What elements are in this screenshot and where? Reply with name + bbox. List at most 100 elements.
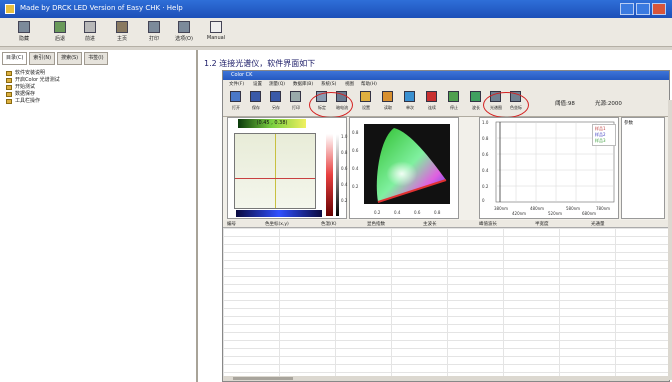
print-button[interactable]: 打印 [142,20,166,44]
spectrum-y-tick: 0.4 [482,168,489,173]
vertical-scrollbar[interactable] [668,100,672,380]
print-icon [148,21,160,33]
spectrum-y-tick: 1.0 [482,120,489,125]
print-button[interactable]: 打印 [287,91,305,113]
tree-item[interactable]: 数据保存 [6,91,60,98]
single-icon [404,91,415,102]
legend-item: 样品1 [595,126,606,131]
stop-icon [448,91,459,102]
manual-button[interactable]: Manual [204,20,228,44]
options-icon [178,21,190,33]
spectrum-y-tick: 0.2 [482,184,489,189]
minimize-button[interactable] [620,3,634,15]
bar-tick: 0.2 [341,198,348,203]
results-table [223,228,669,376]
cie-y-tick: 0.6 [352,148,359,153]
cie-y-tick: 0.2 [352,184,359,189]
spectrum-x-tick: 580nm [566,206,581,211]
disk-icon [250,91,261,102]
intensity-bar [326,134,333,216]
wavelength-button[interactable]: 波长 [467,91,485,113]
color-scale-bar: (0.45 , 0.38) [238,119,306,128]
inner-title: Color CK [231,72,253,78]
cie-x-tick: 0.2 [374,210,381,215]
tab-index[interactable]: 索引(N) [29,52,56,65]
column-header[interactable]: 半宽度 [535,222,549,227]
hide-button[interactable]: 隐藏 [12,20,36,44]
setup-icon [360,91,371,102]
spectrum-x-tick: 420nm [512,211,527,216]
cie-y-tick: 0.8 [352,130,359,135]
contents-tree: 软件安装说明 开启Color 光谱测试 开始测试 数据保存 工具栏操作 [6,70,60,105]
tree-item[interactable]: 软件安装说明 [6,70,60,77]
read-icon [382,91,393,102]
back-button[interactable]: 后退 [48,20,72,44]
bar-tick: 1.0 [341,134,348,139]
bar-tick: 0.8 [341,150,348,155]
close-button[interactable] [652,3,666,15]
column-header[interactable]: 主波长 [423,222,437,227]
spectrum-x-tick: 680nm [582,211,597,216]
continuous-button[interactable]: 连续 [423,91,441,113]
column-header[interactable]: 色温(K) [321,222,337,227]
maximize-button[interactable] [636,3,650,15]
menu-measure[interactable]: 测量(Q) [269,82,286,87]
white-point [382,154,426,190]
scroll-thumb[interactable] [233,377,293,380]
menu-system[interactable]: 系统(S) [321,82,337,87]
tree-item[interactable]: 开始测试 [6,84,60,91]
spectrum-y-tick: 0.6 [482,152,489,157]
stop-button[interactable]: 停止 [445,91,463,113]
single-button[interactable]: 单次 [401,91,419,113]
column-header[interactable]: 显色指数 [367,222,385,227]
main-toolbar: 隐藏 后退 前进 主页 打印 选项(O) Manual [0,18,672,47]
save-as-button[interactable]: 另存 [267,91,285,113]
forward-button[interactable]: 前进 [78,20,102,44]
menu-help[interactable]: 帮助(H) [361,82,377,87]
inner-titlebar: Color CK [223,71,669,80]
threshold-readout: 阈值:98 [555,101,575,107]
spectrum-x-tick: 780nm [596,206,611,211]
bar-tick: 0.4 [341,182,348,187]
inner-menubar: 文件(F) 设置 测量(Q) 数据库(B) 系统(S) 视图 帮助(H) [223,80,669,88]
tree-item[interactable]: 工具栏操作 [6,98,60,105]
tree-item[interactable]: 开启Color 光谱测试 [6,77,60,84]
hide-icon [18,21,30,33]
spectrum-legend: 样品1 样品2 样品3 [592,124,616,146]
cie-chromaticity-panel: 0.8 0.6 0.4 0.2 0.2 0.4 0.6 0.8 [349,117,459,219]
spectrum-y-tick: 0.8 [482,136,489,141]
menu-file[interactable]: 文件(F) [229,82,245,87]
purple-line [377,179,447,203]
save-button[interactable]: 保存 [247,91,265,113]
options-button[interactable]: 选项(O) [172,20,196,44]
tab-contents[interactable]: 目录(C) [2,52,28,65]
light-source-readout: 光源:2000 [595,101,622,107]
app-icon [5,4,15,14]
cie-x-tick: 0.4 [394,210,401,215]
section-heading: 1.2 连接光谱仪，软件界面如下 [204,59,316,68]
color-matrix-panel: (0.45 , 0.38) 1.0 0.8 0.6 0.4 0.2 [227,117,347,219]
open-button[interactable]: 打开 [227,91,245,113]
read-button[interactable]: 读取 [379,91,397,113]
cie-y-tick: 0.4 [352,166,359,171]
blue-gradient-bar [236,210,322,217]
folder-icon [230,91,241,102]
window-title: Made by DRCK LED Version of Easy CHK · H… [20,4,183,12]
parameter-header: 参数 [624,121,633,126]
setup-button[interactable]: 设置 [357,91,375,113]
column-header[interactable]: 色坐标(x,y) [265,222,289,227]
gray-scale-bar [336,134,339,216]
tab-bookmarks[interactable]: 书签(I) [84,52,108,65]
column-header[interactable]: 光通量 [591,222,605,227]
menu-database[interactable]: 数据库(B) [293,82,314,87]
book-icon [6,85,12,90]
home-button[interactable]: 主页 [110,20,134,44]
column-header[interactable]: 编号 [227,222,236,227]
column-header[interactable]: 峰值波长 [479,222,497,227]
forward-icon [84,21,96,33]
menu-view[interactable]: 视图 [345,82,354,87]
manual-icon [210,21,222,33]
horizontal-scrollbar[interactable] [223,376,669,381]
tab-search[interactable]: 搜索(S) [57,52,83,65]
menu-settings[interactable]: 设置 [253,82,262,87]
